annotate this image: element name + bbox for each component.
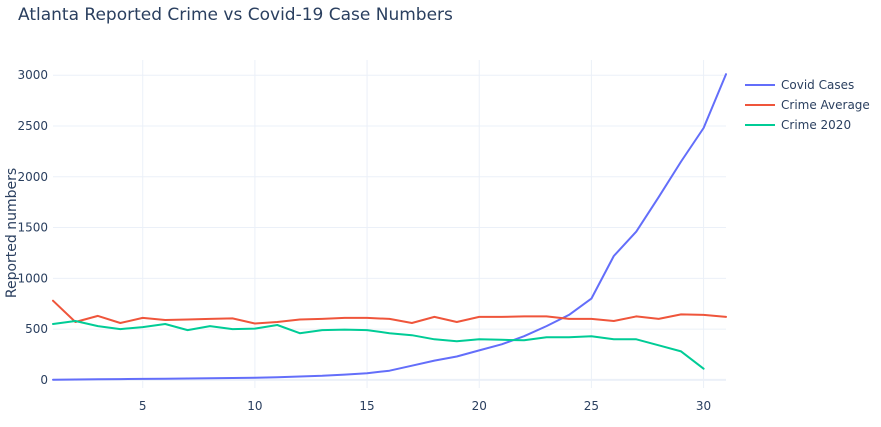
- legend-item-covid-cases[interactable]: Covid Cases: [745, 78, 854, 92]
- series-line-crime-2020: [52, 320, 705, 370]
- y-tick-label-0: 0: [40, 373, 48, 387]
- x-axis-ticks: 5 10 15 20 25 30: [139, 399, 711, 413]
- x-tick-label-25: 25: [584, 399, 599, 413]
- y-tick-label-2000: 2000: [17, 170, 48, 184]
- legend-label-crime-average: Crime Average: [781, 98, 870, 112]
- series-line-crime-average: [52, 299, 727, 325]
- legend: Covid Cases Crime Average Crime 2020: [745, 78, 870, 132]
- legend-item-crime-2020[interactable]: Crime 2020: [745, 118, 851, 132]
- y-tick-label-2500: 2500: [17, 119, 48, 133]
- y-tick-label-3000: 3000: [17, 68, 48, 82]
- x-tick-label-30: 30: [696, 399, 711, 413]
- y-tick-label-1500: 1500: [17, 221, 48, 235]
- x-tick-label-10: 10: [247, 399, 262, 413]
- x-tick-label-20: 20: [472, 399, 487, 413]
- x-tick-label-5: 5: [139, 399, 147, 413]
- y-axis-ticks: 0 500 1000 1500 2000 2500 3000: [17, 68, 48, 387]
- legend-item-crime-average[interactable]: Crime Average: [745, 98, 870, 112]
- chart-title: Atlanta Reported Crime vs Covid-19 Case …: [18, 5, 453, 25]
- series-line-covid-cases: [52, 73, 727, 381]
- legend-label-covid-cases: Covid Cases: [781, 78, 854, 92]
- series-layer: [52, 73, 727, 381]
- grid-layer: [53, 60, 726, 388]
- y-tick-label-500: 500: [25, 322, 48, 336]
- legend-label-crime-2020: Crime 2020: [781, 118, 851, 132]
- x-tick-label-15: 15: [359, 399, 374, 413]
- y-tick-label-1000: 1000: [17, 271, 48, 285]
- y-axis-title: Reported numbers: [4, 168, 20, 298]
